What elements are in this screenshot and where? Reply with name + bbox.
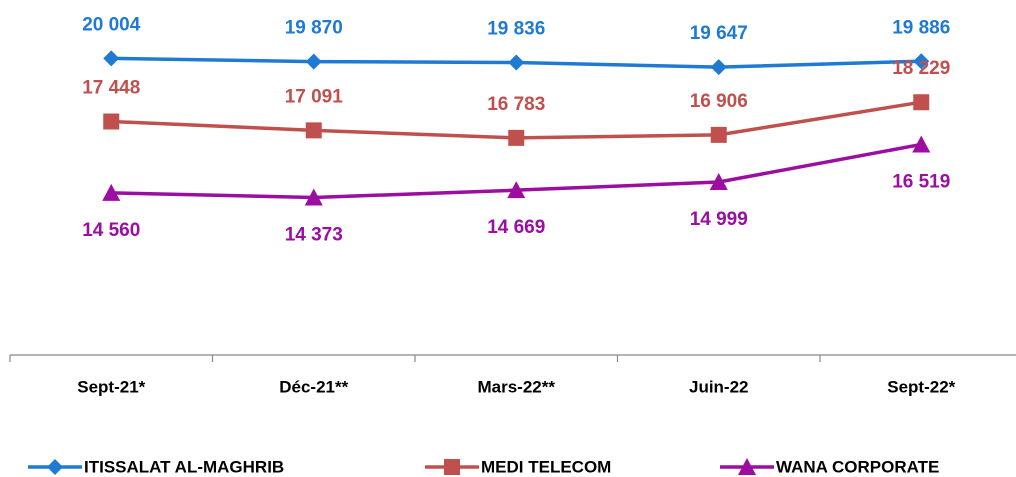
data-label: 16 906 bbox=[690, 91, 748, 112]
x-tick-label: Sept-21* bbox=[77, 377, 145, 396]
data-point bbox=[304, 188, 323, 206]
data-label: 19 647 bbox=[690, 23, 748, 44]
legend-marker bbox=[47, 459, 63, 475]
data-label: 20 004 bbox=[82, 14, 141, 35]
data-point bbox=[305, 122, 322, 139]
data-point bbox=[913, 53, 930, 70]
data-label: 17 091 bbox=[285, 86, 344, 107]
data-label: 14 669 bbox=[487, 217, 545, 238]
data-label: 18 229 bbox=[892, 58, 950, 79]
data-label: 19 886 bbox=[892, 17, 950, 38]
legend-label: WANA CORPORATE bbox=[776, 457, 939, 476]
data-label: 14 373 bbox=[285, 225, 343, 246]
data-point bbox=[710, 126, 727, 143]
data-point bbox=[507, 181, 526, 199]
data-point bbox=[508, 129, 525, 146]
legend-label: ITISSALAT AL-MAGHRIB bbox=[84, 457, 284, 476]
data-point bbox=[710, 59, 727, 76]
data-point bbox=[912, 135, 931, 153]
data-point bbox=[103, 50, 120, 67]
x-tick-label: Sept-22* bbox=[887, 377, 955, 396]
data-point bbox=[913, 94, 930, 111]
data-point bbox=[508, 54, 525, 71]
data-label: 16 783 bbox=[487, 94, 545, 115]
data-point bbox=[305, 53, 322, 70]
data-label: 19 870 bbox=[285, 18, 343, 39]
data-label: 19 836 bbox=[487, 18, 545, 39]
data-point bbox=[102, 183, 121, 201]
x-tick-label: Mars-22** bbox=[478, 377, 556, 396]
x-tick-label: Juin-22 bbox=[689, 377, 749, 396]
data-point bbox=[103, 113, 120, 130]
data-point bbox=[709, 173, 728, 191]
data-label: 14 560 bbox=[82, 220, 140, 241]
x-tick-label: Déc-21** bbox=[279, 377, 348, 396]
legend-marker bbox=[738, 458, 756, 475]
legend-marker bbox=[444, 459, 460, 475]
data-label: 16 519 bbox=[892, 171, 950, 192]
data-label: 14 999 bbox=[690, 209, 748, 230]
legend-label: MEDI TELECOM bbox=[481, 457, 611, 476]
data-label: 17 448 bbox=[82, 78, 140, 99]
